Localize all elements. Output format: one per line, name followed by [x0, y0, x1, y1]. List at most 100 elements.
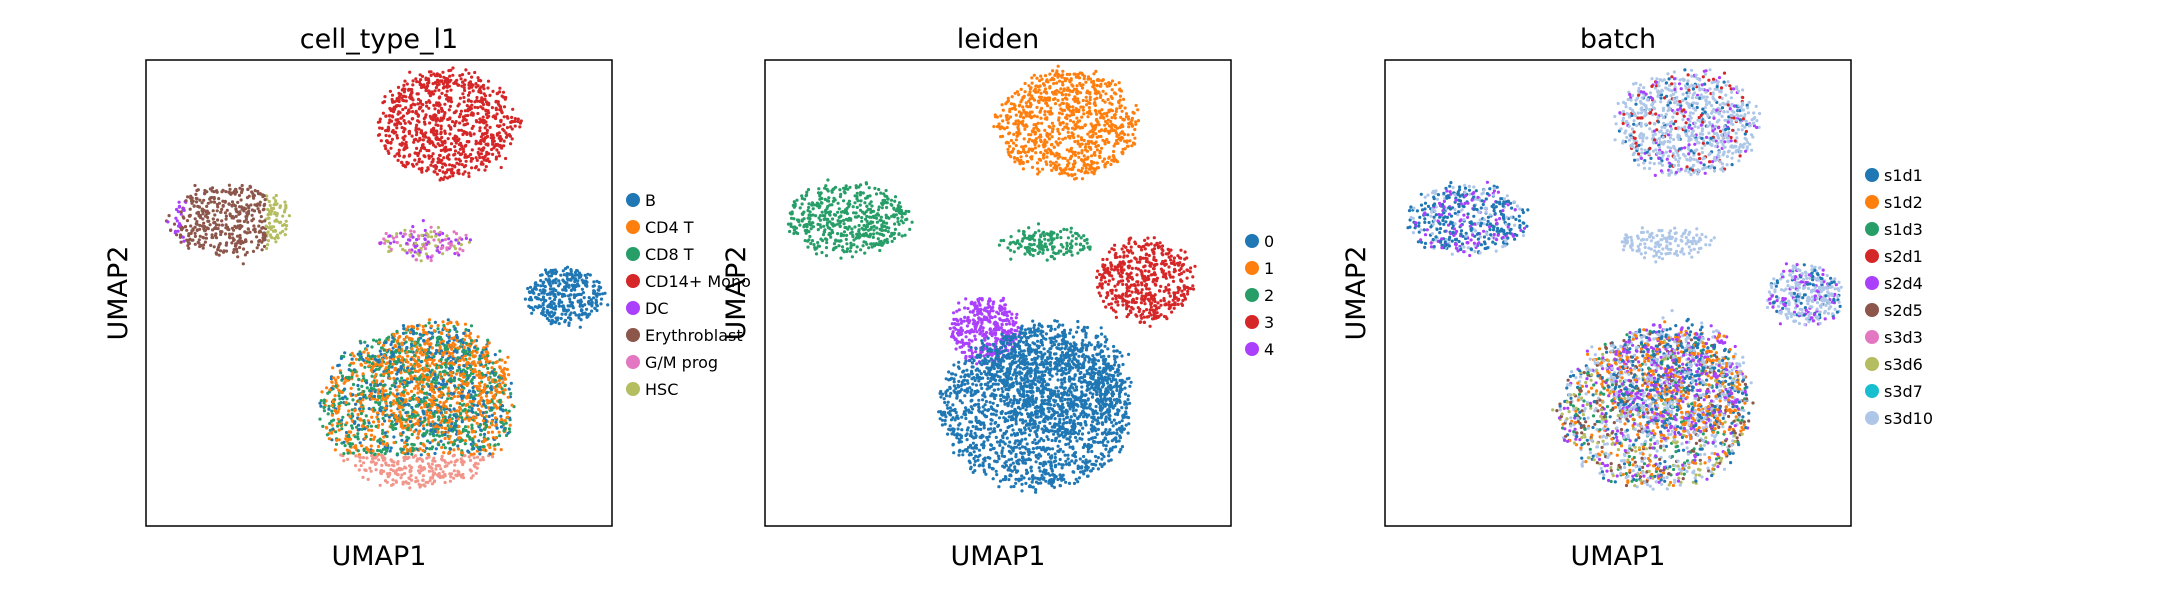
scatter-point — [353, 409, 357, 413]
scatter-point — [551, 281, 555, 285]
scatter-point — [229, 192, 233, 196]
scatter-point — [448, 413, 452, 417]
scatter-point — [382, 237, 386, 241]
scatter-point — [376, 444, 381, 449]
scatter-point — [408, 464, 412, 468]
scatter-point — [475, 350, 479, 354]
scatter-point — [358, 417, 362, 421]
scatter-point — [1085, 157, 1089, 161]
scatter-point — [464, 341, 468, 345]
scatter-point — [203, 225, 207, 229]
scatter-point — [1025, 154, 1029, 158]
scatter-point — [482, 87, 486, 91]
scatter-point — [226, 227, 230, 231]
scatter-point — [356, 412, 360, 417]
scatter-point — [350, 426, 354, 430]
scatter-point — [457, 470, 461, 474]
scatter-point — [478, 448, 482, 452]
scatter-point — [434, 145, 438, 149]
scatter-point — [992, 125, 996, 129]
scatter-point — [554, 277, 558, 281]
scatter-point — [583, 303, 587, 307]
scatter-point — [467, 347, 471, 352]
scatter-point — [185, 219, 190, 223]
scatter-point — [421, 109, 425, 113]
scatter-point — [411, 102, 415, 106]
scatter-point — [350, 412, 354, 416]
scatter-point — [464, 236, 468, 240]
scatter-point — [458, 358, 462, 363]
scatter-point — [474, 416, 478, 420]
scatter-point — [569, 277, 573, 281]
scatter-point — [187, 246, 191, 250]
scatter-point — [499, 407, 503, 411]
scatter-point — [470, 82, 474, 87]
scatter-point — [345, 448, 349, 452]
scatter-point — [474, 82, 478, 86]
scatter-point — [337, 407, 341, 411]
scatter-point — [175, 233, 179, 237]
scatter-point — [504, 408, 508, 412]
scatter-point — [384, 443, 388, 447]
scatter-point — [244, 239, 248, 243]
scatter-point — [473, 70, 477, 75]
scatter-point — [472, 339, 477, 343]
scatter-point — [424, 348, 428, 352]
scatter-point — [482, 432, 487, 436]
scatter-point — [334, 381, 338, 385]
scatter-point — [1030, 165, 1035, 169]
scatter-point — [369, 368, 373, 372]
scatter-point — [470, 426, 474, 430]
scatter-point — [186, 195, 190, 199]
scatter-point — [373, 435, 377, 439]
scatter-point — [242, 219, 246, 224]
scatter-point — [1052, 124, 1056, 128]
scatter-point — [467, 389, 472, 393]
scatter-point — [482, 92, 486, 96]
scatter-point — [414, 476, 418, 480]
scatter-point — [501, 381, 505, 385]
scatter-point — [564, 288, 568, 292]
scatter-point — [513, 124, 517, 128]
scatter-point — [369, 433, 374, 437]
scatter-point — [1074, 107, 1078, 111]
scatter-point — [482, 346, 486, 350]
scatter-point — [1036, 167, 1040, 171]
scatter-point — [449, 68, 453, 72]
scatter-point — [487, 341, 491, 345]
scatter-point — [359, 412, 363, 416]
scatter-point — [408, 238, 412, 242]
scatter-point — [394, 348, 399, 352]
scatter-point — [380, 357, 384, 361]
scatter-point — [439, 331, 443, 335]
scatter-point — [451, 171, 456, 175]
scatter-point — [431, 473, 435, 477]
scatter-point — [369, 387, 373, 391]
scatter-point — [411, 329, 415, 333]
scatter-point — [460, 420, 464, 424]
scatter-point — [443, 446, 447, 450]
scatter-point — [236, 200, 240, 204]
scatter-point — [497, 154, 501, 158]
scatter-point — [479, 433, 483, 437]
scatter-point — [481, 84, 485, 88]
scatter-point — [474, 85, 478, 89]
scatter-point — [382, 348, 386, 352]
scatter-point — [487, 378, 491, 382]
scatter-point — [1038, 109, 1043, 113]
scatter-point — [268, 233, 272, 237]
scatter-point — [209, 200, 213, 204]
scatter-point — [500, 404, 505, 408]
scatter-point — [416, 413, 420, 417]
scatter-point — [539, 279, 543, 283]
scatter-point — [377, 388, 381, 392]
scatter-point — [495, 388, 499, 392]
scatter-point — [1106, 160, 1110, 164]
scatter-point — [393, 385, 397, 389]
scatter-point — [498, 400, 502, 404]
scatter-point — [419, 406, 423, 410]
scatter-point — [408, 121, 412, 125]
scatter-point — [436, 442, 440, 446]
scatter-point — [384, 356, 388, 360]
scatter-point — [398, 418, 402, 423]
